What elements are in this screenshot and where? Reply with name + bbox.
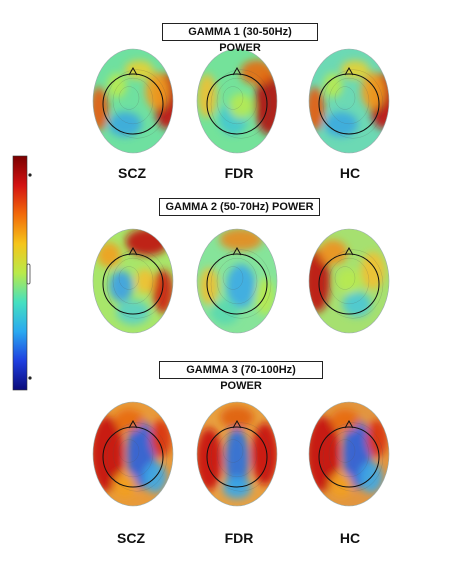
group-label-scz-top: SCZ [118,165,146,181]
panel-title-gamma3: GAMMA 3 (70-100Hz) POWER [159,361,323,392]
topo-maps [92,48,390,507]
topo-map-gamma1-fdr [196,48,278,154]
topo-map-gamma1-scz [92,48,174,154]
topo-map-gamma2-scz [92,228,174,334]
colorbar-gradient [12,155,28,391]
topo-map-gamma3-scz [92,401,174,507]
colorbar-mid-marker [26,263,31,285]
colorbar [12,155,32,391]
topo-map-gamma2-fdr [196,228,278,334]
panel-title-gamma1: GAMMA 1 (30-50Hz) POWER [162,23,318,54]
topo-map-gamma2-hc [308,228,390,334]
colorbar-bottom-marker [28,376,32,380]
group-label-fdr-bottom: FDR [224,530,254,546]
group-label-hc-top: HC [339,165,361,181]
group-label-fdr-top: FDR [224,165,254,181]
topo-map-gamma3-hc [308,401,390,507]
topo-map-gamma1-hc [308,48,390,154]
panel-title-gamma2: GAMMA 2 (50-70Hz) POWER [159,198,320,216]
group-label-scz-bottom: SCZ [117,530,145,546]
colorbar-top-marker [28,173,32,177]
group-label-hc-bottom: HC [339,530,361,546]
topo-map-gamma3-fdr [196,401,278,507]
